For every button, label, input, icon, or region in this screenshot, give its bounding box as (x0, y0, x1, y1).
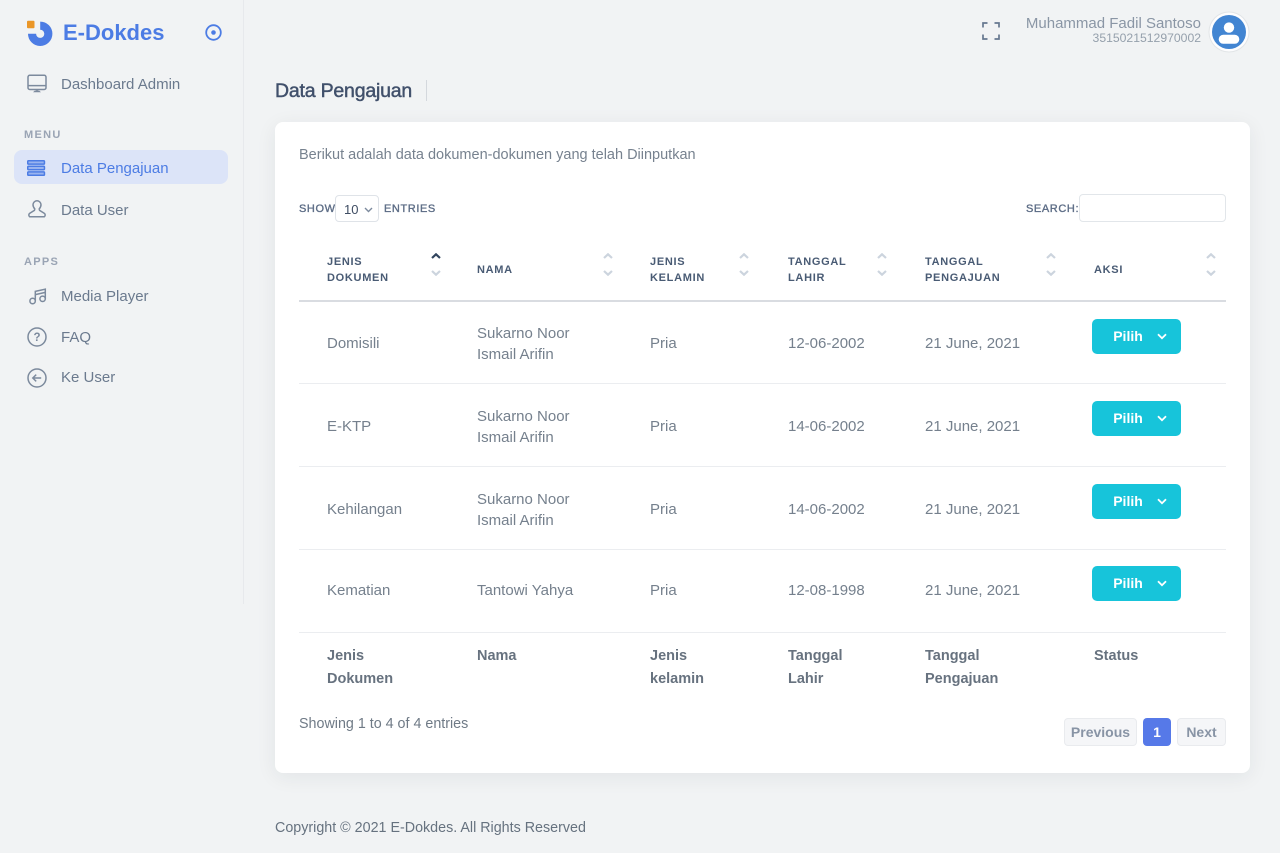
svg-text:?: ? (33, 332, 40, 344)
